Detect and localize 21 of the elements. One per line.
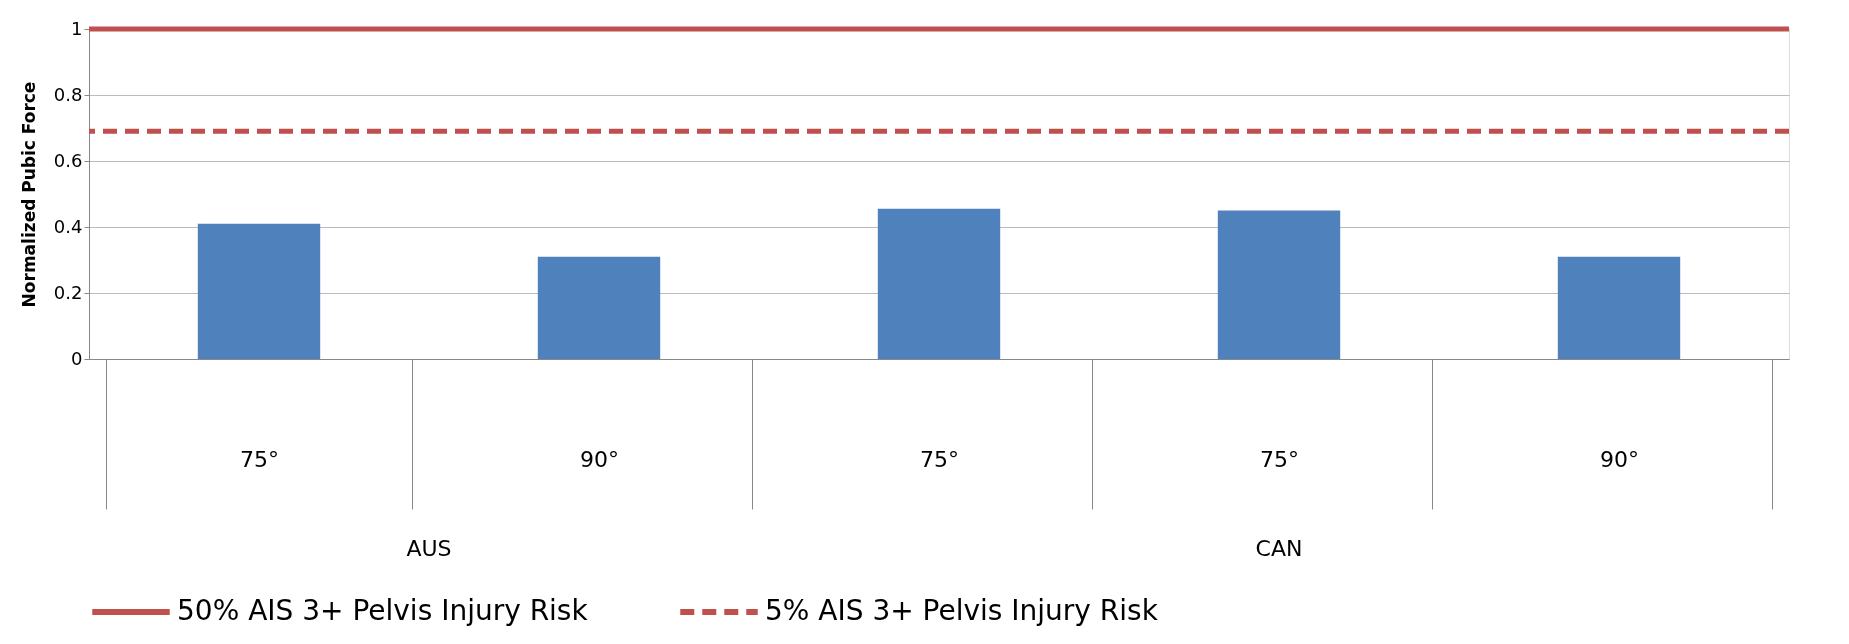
legend-label: 5% AIS 3+ Pelvis Injury Risk [765,594,1159,627]
x-tick-label: 90° [1600,446,1639,472]
text: CAN [1255,536,1303,561]
text: AUS [406,536,452,561]
y-tick-label: 0 [71,347,83,369]
bar [1557,256,1681,359]
y-tick-label: 0.4 [53,215,83,237]
legend-label: 50% AIS 3+ Pelvis Injury Risk [177,594,589,627]
x-tick-label: 75° [240,446,279,472]
x-tick-label: 75° [920,446,959,472]
x-tick-label: 90° [580,446,619,472]
y-tick-label: 0.2 [53,281,83,303]
y-tick-label: 0.8 [53,83,83,105]
bar [197,223,321,359]
y-tick-label: 0.6 [53,149,83,171]
bar [877,208,1001,359]
bar [537,256,661,359]
y-axis-title: Normalized Pubic Force [18,81,39,308]
bar [1217,210,1341,359]
y-tick-label: 1 [71,17,83,39]
x-tick-label: 75° [1260,446,1299,472]
